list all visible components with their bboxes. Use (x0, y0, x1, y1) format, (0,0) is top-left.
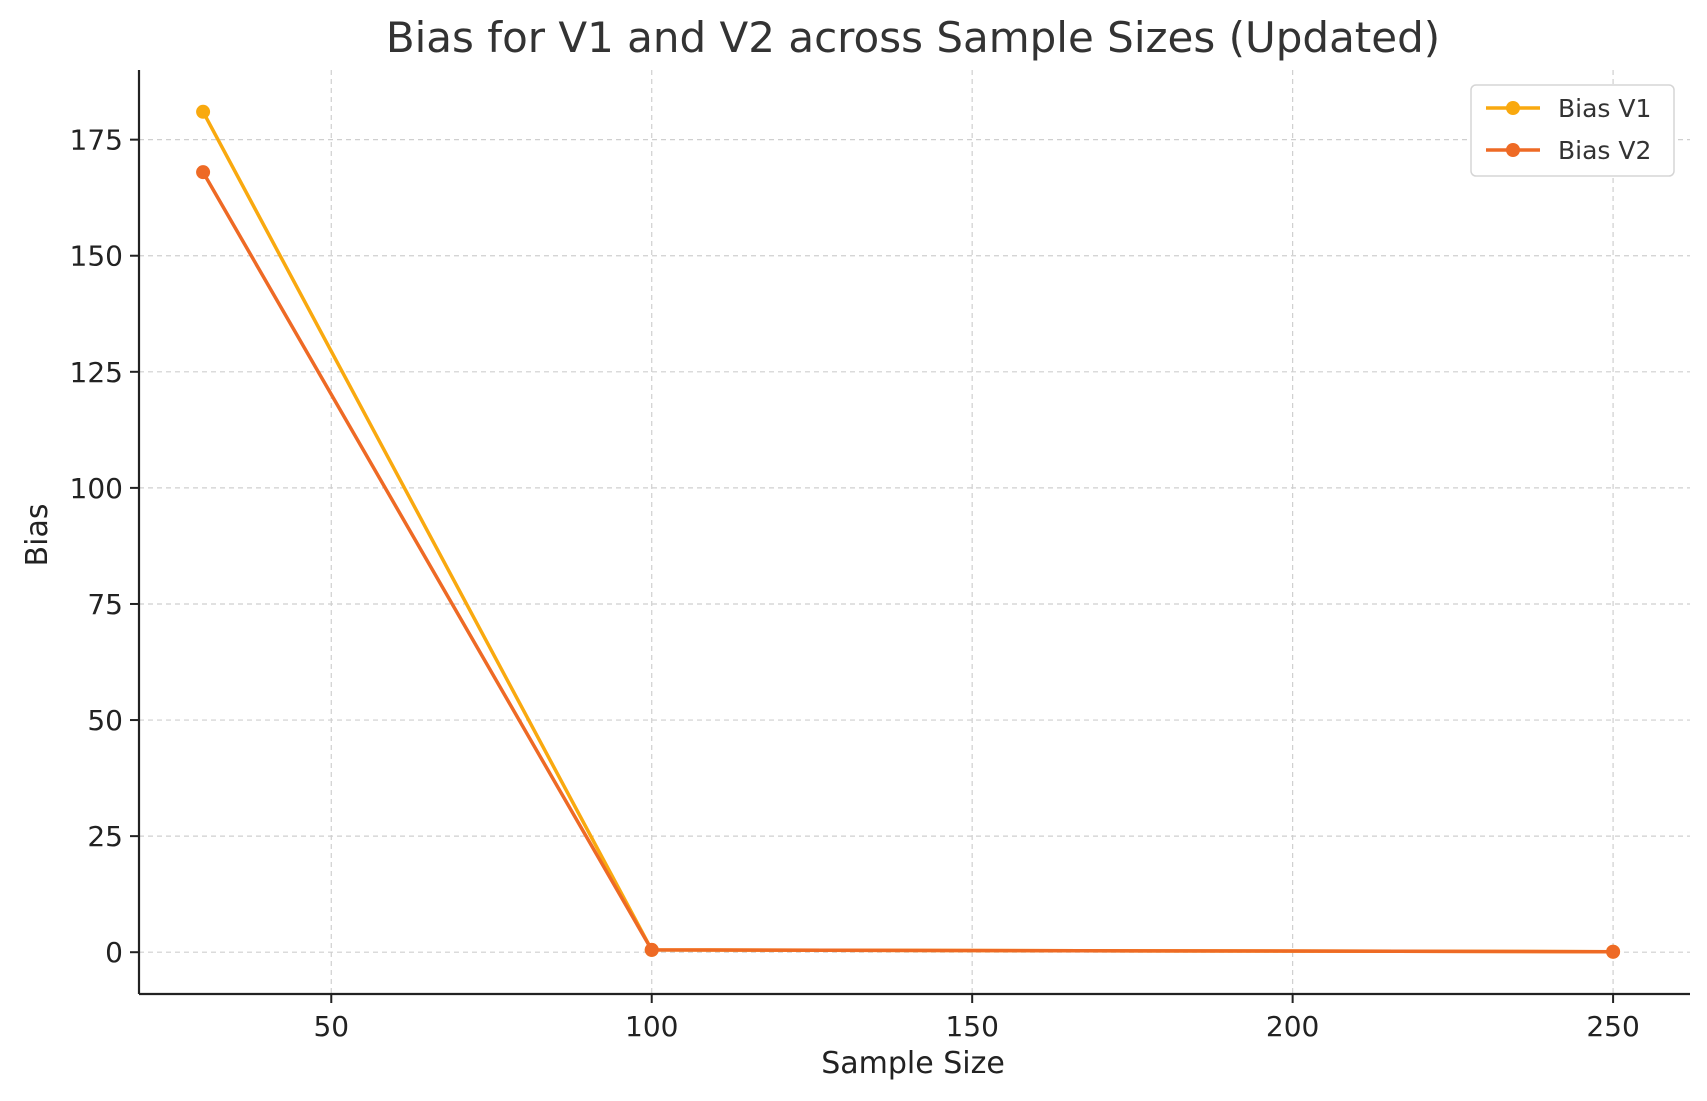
series-1-point (196, 104, 211, 119)
y-tick-label: 75 (87, 588, 123, 621)
x-tick-label: 250 (1586, 1010, 1639, 1043)
x-tick-label: 100 (625, 1010, 678, 1043)
series-2-point (644, 942, 659, 957)
series-layer (196, 104, 1621, 959)
x-tick-label: 150 (945, 1010, 998, 1043)
x-tick-label: 50 (313, 1010, 349, 1043)
y-tick-label: 150 (70, 240, 123, 273)
grid-layer (139, 70, 1690, 994)
y-axis-label: Bias (20, 504, 55, 567)
series-2-point (196, 165, 211, 180)
y-tick-label: 0 (105, 936, 123, 969)
y-tick-label: 100 (70, 472, 123, 505)
x-tick-label: 200 (1266, 1010, 1319, 1043)
y-tick-label: 175 (70, 124, 123, 157)
series-2-point (1606, 944, 1621, 959)
legend-marker-2 (1506, 143, 1520, 157)
legend-label-2: Bias V2 (1558, 136, 1651, 165)
series-line-1 (201, 110, 1615, 954)
x-axis-label: Sample Size (821, 1046, 1005, 1081)
y-tick-label: 125 (70, 356, 123, 389)
y-tick-label: 25 (87, 820, 123, 853)
y-tick-label: 50 (87, 704, 123, 737)
series-line-2 (201, 170, 1615, 954)
legend-marker-1 (1506, 101, 1520, 115)
legend: Bias V1 Bias V2 (1470, 84, 1675, 177)
legend-label-1: Bias V1 (1558, 94, 1651, 123)
axes-layer: 50 100 150 200 250 0 25 50 75 100 125 150 175 (70, 70, 1690, 1043)
chart-title: Bias for V1 and V2 across Sample Sizes (… (386, 13, 1440, 62)
